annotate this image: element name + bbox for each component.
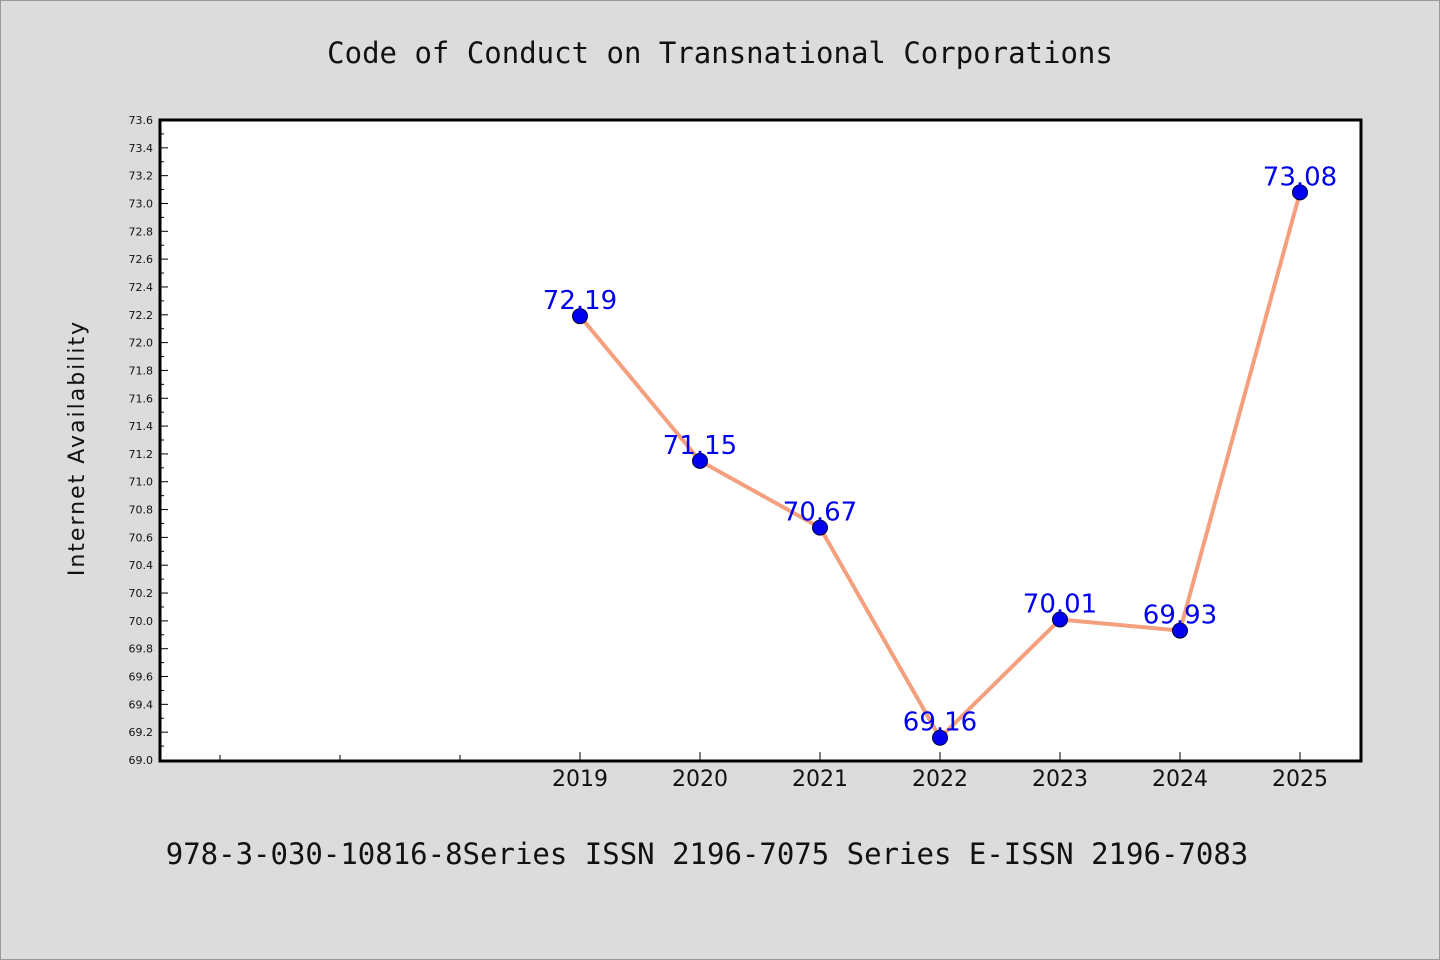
data-label: 70.01 xyxy=(1023,589,1097,619)
data-label: 72.19 xyxy=(543,286,617,316)
data-label: 73.08 xyxy=(1263,162,1337,192)
chart-title: Code of Conduct on Transnational Corpora… xyxy=(327,36,1113,70)
x-tick-label: 2024 xyxy=(1152,767,1208,792)
y-tick-label: 71.2 xyxy=(129,448,154,461)
y-tick-label: 70.8 xyxy=(129,504,154,517)
y-tick-label: 73.4 xyxy=(129,142,154,155)
plot-area xyxy=(158,118,1363,763)
y-tick-label: 73.6 xyxy=(129,114,154,127)
x-axis: 2019 2020 2021 2022 2023 2024 2025 xyxy=(219,752,1328,792)
y-tick-label: 70.0 xyxy=(129,615,154,628)
y-tick-label: 72.8 xyxy=(129,225,154,238)
y-tick-label: 70.6 xyxy=(129,531,154,544)
y-tick-label: 72.0 xyxy=(129,337,154,350)
y-tick-label: 71.4 xyxy=(129,420,154,433)
y-tick-label: 72.6 xyxy=(129,253,154,266)
y-tick-label: 69.0 xyxy=(129,754,154,767)
x-tick-label: 2025 xyxy=(1272,767,1328,792)
x-tick-label: 2022 xyxy=(912,767,968,792)
data-label: 69.93 xyxy=(1143,601,1217,631)
series xyxy=(572,184,1308,746)
x-tick-label: 2023 xyxy=(1032,767,1088,792)
data-point xyxy=(572,308,588,325)
y-tick-label: 69.8 xyxy=(129,643,154,656)
x-tick-label: 2021 xyxy=(792,767,848,792)
data-point xyxy=(1292,184,1308,201)
y-tick-label: 70.4 xyxy=(129,559,154,572)
x-tick-label: 2020 xyxy=(672,767,728,792)
y-tick-label: 71.6 xyxy=(129,392,154,405)
data-label: 70.67 xyxy=(783,498,857,528)
y-tick-label: 70.2 xyxy=(129,587,154,600)
y-axis: 69.0 69.2 69.4 69.6 69.8 70.0 70.2 70.4 70.6 70.8… xyxy=(129,114,168,767)
data-point xyxy=(932,729,948,746)
data-point xyxy=(812,519,828,536)
data-labels: 72.19 71.15 70.67 69.16 70.01 69.93 73.08 xyxy=(543,162,1337,737)
y-tick-label: 72.2 xyxy=(129,309,154,322)
data-label: 71.15 xyxy=(663,431,737,461)
y-tick-label: 72.4 xyxy=(129,281,154,294)
y-tick-label: 69.2 xyxy=(129,726,154,739)
y-tick-label: 69.4 xyxy=(129,698,154,711)
data-point xyxy=(692,452,708,469)
y-tick-label: 71.8 xyxy=(129,364,154,377)
y-axis-label: Internet Availability xyxy=(65,320,90,576)
y-tick-label: 69.6 xyxy=(129,671,154,684)
y-tick-label: 73.2 xyxy=(129,170,154,183)
y-tick-label: 71.0 xyxy=(129,476,154,489)
data-label: 69.16 xyxy=(903,708,977,738)
x-tick-label: 2019 xyxy=(552,767,608,792)
data-point xyxy=(1172,622,1188,639)
footer-text: 978-3-030-10816-8Series ISSN 2196-7075 S… xyxy=(166,837,1249,871)
data-point xyxy=(1052,611,1068,628)
y-tick-label: 73.0 xyxy=(129,197,154,210)
